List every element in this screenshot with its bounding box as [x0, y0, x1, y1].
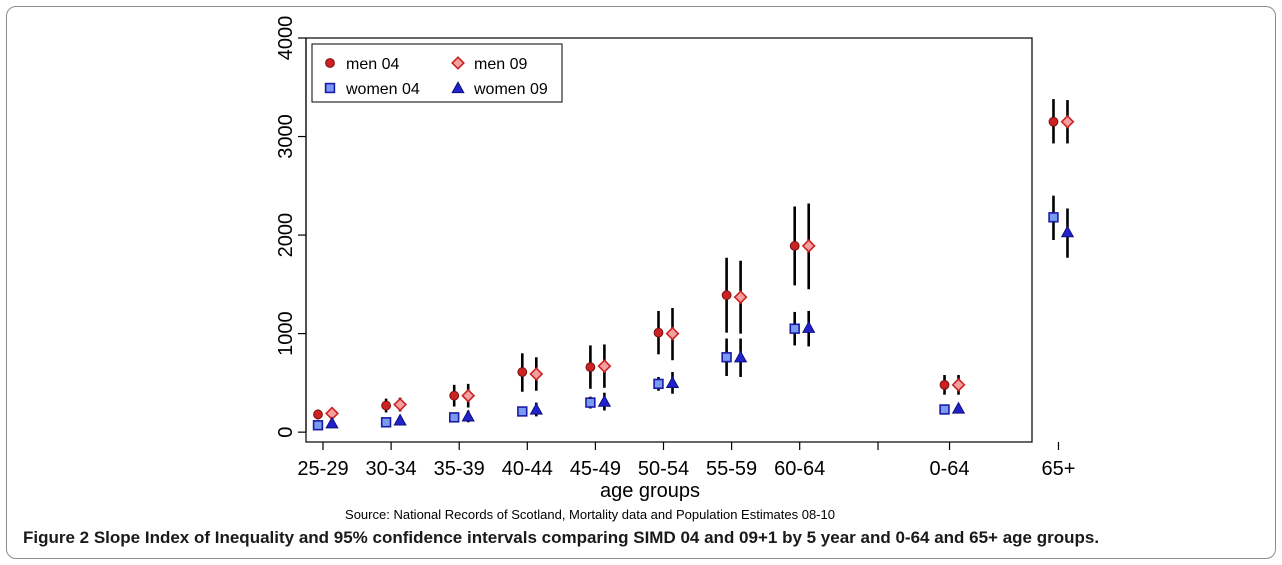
- y-tick-label: 4000: [275, 16, 297, 61]
- x-tick-label: 55-59: [706, 458, 757, 480]
- legend-label: women 09: [473, 81, 548, 98]
- legend: men 04 men 09 women 04 women 09: [311, 43, 563, 103]
- data-point: [801, 238, 816, 253]
- data-point: [393, 397, 408, 412]
- data-point: [529, 402, 543, 415]
- legend-label: men 09: [474, 56, 527, 73]
- data-point: [1048, 212, 1059, 223]
- x-tick-label: 45-49: [570, 458, 621, 480]
- data-point: [733, 290, 748, 305]
- x-tick-label: 25-29: [297, 458, 348, 480]
- x-tick-label: 35-39: [434, 458, 485, 480]
- data-point: [1048, 116, 1059, 127]
- data-point: [789, 241, 800, 251]
- data-point: [721, 290, 732, 301]
- data-point: [665, 326, 680, 341]
- data-point: [517, 406, 528, 417]
- x-tick-label: 60-64: [774, 458, 825, 480]
- x-tick-label: 50-54: [638, 458, 689, 480]
- source-note: Source: National Records of Scotland, Mo…: [345, 507, 835, 522]
- legend-marker: [451, 56, 465, 70]
- data-point: [802, 320, 816, 333]
- data-point: [325, 416, 339, 429]
- data-point: [381, 400, 392, 411]
- data-point: [733, 350, 748, 363]
- data-point: [585, 362, 596, 373]
- data-point: [313, 409, 323, 420]
- data-point: [1060, 225, 1075, 238]
- data-point: [789, 323, 800, 334]
- y-tick-label: 3000: [275, 114, 297, 159]
- figure-caption: Figure 2 Slope Index of Inequality and 9…: [23, 528, 1263, 548]
- y-tick-label: 1000: [275, 311, 297, 356]
- data-point: [529, 367, 544, 381]
- legend-marker: [325, 58, 335, 68]
- x-tick-label: 65+: [1042, 458, 1076, 480]
- data-point: [448, 412, 460, 423]
- x-axis: 25-29 30-34 35-39 40-44 45-49 50-54 55-59 60-64…: [297, 442, 1075, 480]
- data-markers: [312, 114, 1075, 431]
- data-point: [939, 379, 950, 390]
- legend-marker: [324, 82, 336, 94]
- data-point: [951, 401, 966, 414]
- legend-marker: [451, 81, 465, 94]
- error-bars: [316, 99, 1069, 429]
- data-point: [585, 397, 596, 408]
- data-point: [461, 409, 475, 422]
- data-point: [951, 377, 966, 392]
- data-point: [597, 359, 612, 374]
- data-point: [653, 378, 664, 390]
- data-point: [312, 420, 324, 431]
- data-point: [461, 388, 476, 403]
- x-tick-label: 40-44: [502, 458, 553, 480]
- data-point: [393, 413, 407, 426]
- data-point: [380, 417, 392, 428]
- y-axis: 0 1000 2000 3000 4000: [275, 16, 307, 438]
- data-point: [1060, 114, 1075, 129]
- y-tick-label: 0: [275, 427, 297, 438]
- x-axis-title: age groups: [600, 480, 700, 502]
- data-point: [449, 390, 460, 401]
- x-tick-label: 0-64: [930, 458, 970, 480]
- legend-label: women 04: [345, 81, 420, 98]
- figure-frame: [6, 6, 1276, 559]
- x-tick-label: 30-34: [366, 458, 417, 480]
- legend-label: men 04: [346, 56, 399, 73]
- y-tick-label: 2000: [275, 213, 297, 258]
- data-point: [517, 367, 528, 377]
- data-point: [597, 394, 612, 407]
- data-point: [721, 352, 732, 363]
- data-point: [665, 376, 680, 389]
- data-point: [653, 327, 664, 338]
- caption-text: Figure 2 Slope Index of Inequality and 9…: [23, 528, 1100, 547]
- data-point: [939, 404, 950, 415]
